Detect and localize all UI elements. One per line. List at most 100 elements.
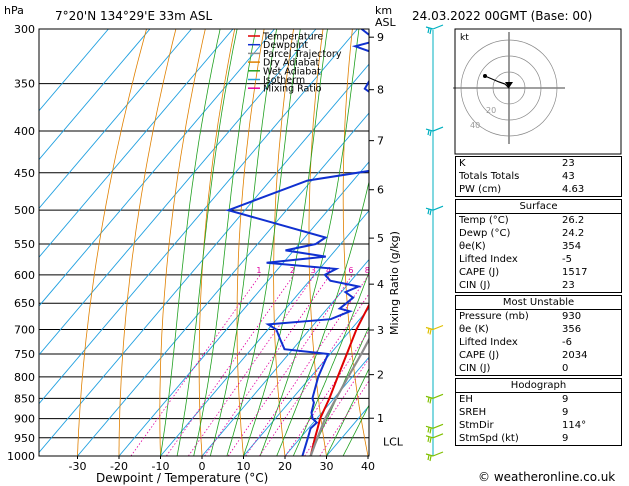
table-row: CAPE (J) 2034 <box>459 350 588 361</box>
hodograph-ring <box>476 55 542 121</box>
wet-adiabat <box>160 29 221 456</box>
wet-adiabat <box>276 180 369 456</box>
copyright: © weatheronline.co.uk <box>478 470 616 484</box>
legend-label: Dry Adiabat <box>263 58 320 69</box>
km-tick-label: 6 <box>377 184 384 197</box>
isotherm <box>39 29 192 210</box>
table-row: PW (cm) 4.63 <box>459 184 585 195</box>
temperature-tick-label: 30 <box>320 460 334 473</box>
temperature-tick-label: 0 <box>199 460 206 473</box>
isotherm <box>243 307 369 456</box>
table-row: CIN (J) 23 <box>459 280 575 291</box>
km-tick-label: 2 <box>377 369 384 382</box>
wind-barb <box>425 24 444 35</box>
mixing-ratio-line <box>304 357 369 456</box>
wind-barb <box>425 205 444 216</box>
isotherm <box>39 29 151 161</box>
dry-adiabat <box>198 29 236 456</box>
hodograph-ring-label: 40 <box>470 121 480 130</box>
isotherm <box>77 112 369 456</box>
km-tick-label: 4 <box>377 278 384 291</box>
mixing-ratio-label: 1 <box>256 266 261 275</box>
isotherm <box>39 29 234 258</box>
table-row: SREH 9 <box>459 407 569 418</box>
pressure-tick-label: 900 <box>14 413 35 426</box>
temperature-line <box>309 302 369 456</box>
dry-adiabat <box>342 29 369 456</box>
wet-adiabat <box>193 29 257 456</box>
mixing-ratio-axis-title: Mixing Ratio (g/kg) <box>388 231 401 335</box>
hodograph-unit-label: kt <box>460 33 469 43</box>
wet-adiabat <box>209 29 277 456</box>
dry-adiabat <box>236 29 265 456</box>
table-row: Lifted Index -6 <box>459 337 572 348</box>
temperature-tick-label: 20 <box>278 460 292 473</box>
pressure-tick-label: 650 <box>14 297 35 310</box>
legend-label: Isotherm <box>263 75 305 86</box>
hodograph-ring <box>492 71 526 105</box>
table-row: Pressure (mb) 930 <box>459 311 582 322</box>
legend-label: Parcel Trajectory <box>263 49 342 60</box>
temperature-tick-label: -30 <box>69 460 87 473</box>
table-row: Lifted Index -5 <box>459 254 572 265</box>
datetime-label: 24.03.2022 00GMT (Base: 00) <box>412 9 593 23</box>
temperature-tick-label: 40 <box>361 460 375 473</box>
pressure-tick-label: 350 <box>14 78 35 91</box>
isotherm <box>39 29 275 307</box>
table-row: StmDir 114° <box>459 420 587 431</box>
surface-table: Surface Temp (°C) 26.2 Dewp (°C) 24.2 θe(K… <box>455 199 622 293</box>
table-row: θe (K) 356 <box>459 324 582 335</box>
pressure-tick-label: 950 <box>14 432 35 445</box>
mixing-ratio-label: 20 <box>420 266 430 275</box>
hodograph-trace <box>484 75 510 89</box>
storm-motion-marker <box>505 82 513 88</box>
table-row: Dewp (°C) 24.2 <box>459 228 585 239</box>
dry-adiabat <box>118 29 177 456</box>
temperature-tick-label: -20 <box>110 460 128 473</box>
km-label: km <box>375 4 393 17</box>
pressure-tick-label: 600 <box>14 269 35 282</box>
wet-adiabat <box>226 29 301 456</box>
plot-frame <box>38 28 370 457</box>
mixing-ratio-line <box>319 380 369 456</box>
isotherm <box>201 258 369 456</box>
hodograph-title: Hodograph <box>455 378 622 393</box>
wind-barb-strip <box>425 24 444 462</box>
mixing-ratio-line <box>166 274 295 456</box>
pressure-tick-label: 850 <box>14 392 35 405</box>
wet-adiabat <box>176 29 238 456</box>
wind-barb <box>425 423 444 434</box>
pressure-tick-label: 450 <box>14 167 35 180</box>
legend-label: Dewpoint <box>263 40 308 51</box>
dry-adiabat <box>409 29 452 456</box>
wind-barb <box>425 451 444 462</box>
km-tick-label: 7 <box>377 135 384 148</box>
dry-adiabat <box>159 29 206 456</box>
legend-label: Wet Adiabat <box>263 66 321 77</box>
km-tick-label: 1 <box>377 412 384 425</box>
hpa-label: hPa <box>4 4 24 17</box>
mixing-ratio-line <box>245 274 369 456</box>
pressure-tick-label: 400 <box>14 125 35 138</box>
plot-area: 1 2 3 4 6 8 10 15 20 25 <box>39 29 452 456</box>
mixing-ratio-label: 4 <box>326 266 331 275</box>
isotherm <box>39 63 369 454</box>
hodograph-point <box>483 74 487 78</box>
mixing-ratio-label: 6 <box>348 266 353 275</box>
dewpoint-line <box>225 29 369 456</box>
indices-table: K 23 Totals Totals 43 PW (cm) 4.63 <box>455 156 622 197</box>
most-unstable-table: Most Unstable Pressure (mb) 930 θe (K) 356… <box>455 295 622 376</box>
mixing-ratio-label: 3 <box>311 266 316 275</box>
surface-title: Surface <box>455 199 622 214</box>
table-row: CIN (J) 0 <box>459 363 569 374</box>
mixing-ratio-line <box>227 274 353 456</box>
table-row: StmSpd (kt) 9 <box>459 433 569 444</box>
lcl-label: LCL <box>383 436 404 449</box>
mixing-ratio-label: 25 <box>434 266 444 275</box>
km-tick-label: 5 <box>377 232 384 245</box>
pressure-tick-label: 750 <box>14 348 35 361</box>
legend-label: Temperature <box>262 32 323 43</box>
pressure-tick-label: 1000 <box>7 450 35 463</box>
km-tick-label: 3 <box>377 324 384 337</box>
